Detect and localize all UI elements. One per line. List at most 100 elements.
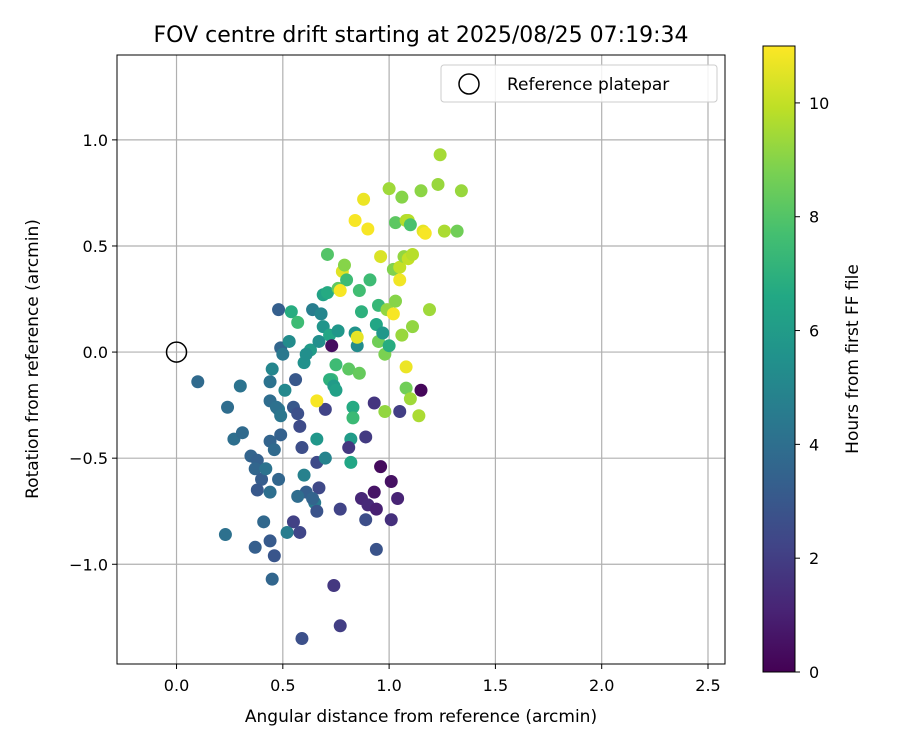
- scatter-point: [405, 247, 419, 261]
- scatter-point: [259, 462, 273, 476]
- scatter-point: [306, 491, 320, 505]
- scatter-point: [431, 177, 445, 191]
- scatter-point: [299, 347, 313, 361]
- scatter-point: [272, 472, 286, 486]
- scatter-point: [395, 190, 409, 204]
- scatter-point: [263, 375, 277, 389]
- scatter-point: [374, 460, 388, 474]
- scatter-point: [388, 294, 402, 308]
- scatter-point: [391, 491, 405, 505]
- scatter-point: [329, 358, 343, 372]
- scatter-point: [399, 381, 413, 395]
- scatter-point: [272, 303, 286, 317]
- scatter-point: [382, 182, 396, 196]
- y-tick-label: 0.0: [83, 343, 108, 362]
- colorbar: 0 2 4 6 8 10 Hours from first FF file: [762, 45, 863, 682]
- scatter-point: [248, 462, 262, 476]
- y-tick-label: −1.0: [69, 555, 108, 574]
- scatter-point: [233, 379, 247, 393]
- scatter-point: [312, 334, 326, 348]
- legend-marker-icon: [458, 73, 480, 95]
- scatter-point: [286, 515, 300, 529]
- scatter-point: [333, 619, 347, 633]
- scatter-point: [318, 402, 332, 416]
- scatter-point: [291, 489, 305, 503]
- scatter-point: [276, 347, 290, 361]
- scatter-point: [393, 273, 407, 287]
- scatter-point: [312, 481, 326, 495]
- y-axis-ticks: −1.0 −0.5 0.0 0.5 1.0: [69, 131, 117, 574]
- scatter-point: [363, 273, 377, 287]
- scatter-point: [359, 430, 373, 444]
- scatter-point: [414, 184, 428, 198]
- scatter-point: [267, 549, 281, 563]
- scatter-point: [403, 392, 417, 406]
- x-tick-label: 1.5: [483, 676, 508, 695]
- scatter-point: [310, 394, 324, 408]
- scatter-point: [359, 513, 373, 527]
- scatter-point: [369, 542, 383, 556]
- x-tick-label: 0.5: [270, 676, 295, 695]
- scatter-point: [388, 216, 402, 230]
- colorbar-ticks: 0 2 4 6 8 10: [795, 94, 829, 682]
- scatter-point: [218, 528, 232, 542]
- scatter-point: [384, 513, 398, 527]
- y-tick-label: 1.0: [83, 131, 108, 150]
- scatter-point: [433, 148, 447, 162]
- scatter-point: [310, 504, 324, 518]
- scatter-point: [297, 468, 311, 482]
- scatter-point: [327, 578, 341, 592]
- scatter-point: [423, 303, 437, 317]
- scatter-point: [374, 250, 388, 264]
- scatter-point: [255, 472, 269, 486]
- scatter-point: [295, 441, 309, 455]
- scatter-point: [295, 632, 309, 646]
- scatter-point: [350, 330, 364, 344]
- x-axis-label: Angular distance from reference (arcmin): [245, 707, 597, 727]
- scatter-point: [280, 525, 294, 539]
- colorbar-gradient: [762, 45, 796, 673]
- scatter-point: [263, 485, 277, 499]
- scatter-point: [340, 273, 354, 287]
- scatter-point: [352, 366, 366, 380]
- x-tick-label: 0.0: [164, 676, 189, 695]
- colorbar-tick-label: 0: [809, 663, 819, 682]
- plot-frame: [116, 54, 726, 665]
- scatter-point: [344, 455, 358, 469]
- y-tick-label: 0.5: [83, 237, 108, 256]
- scatter-point: [331, 324, 345, 338]
- scatter-point: [346, 400, 360, 414]
- colorbar-tick-label: 4: [809, 435, 819, 454]
- scatter-point: [265, 362, 279, 376]
- scatter-point: [263, 534, 277, 548]
- data-points: [191, 148, 468, 646]
- scatter-point: [357, 192, 371, 206]
- scatter-point: [320, 286, 334, 300]
- scatter-point: [369, 502, 383, 516]
- reference-platepar-marker: [165, 341, 188, 363]
- scatter-point: [393, 260, 407, 274]
- scatter-point: [346, 411, 360, 425]
- scatter-point: [342, 441, 356, 455]
- scatter-point: [354, 305, 368, 319]
- scatter-point: [414, 383, 428, 397]
- scatter-point: [454, 184, 468, 198]
- y-tick-label: −0.5: [69, 449, 108, 468]
- scatter-point: [267, 443, 281, 457]
- scatter-point: [329, 383, 343, 397]
- scatter-point: [257, 515, 271, 529]
- scatter-point: [289, 373, 303, 387]
- x-tick-label: 1.0: [376, 676, 401, 695]
- scatter-point: [310, 432, 324, 446]
- scatter-point: [348, 214, 362, 228]
- scatter-point: [278, 383, 292, 397]
- scatter-point: [191, 375, 205, 389]
- colorbar-tick-label: 10: [809, 94, 829, 113]
- scatter-point: [337, 258, 351, 272]
- scatter-point: [325, 339, 339, 353]
- scatter-point: [393, 404, 407, 418]
- x-tick-label: 2.5: [695, 676, 720, 695]
- scatter-point: [395, 328, 409, 342]
- scatter-point: [352, 284, 366, 298]
